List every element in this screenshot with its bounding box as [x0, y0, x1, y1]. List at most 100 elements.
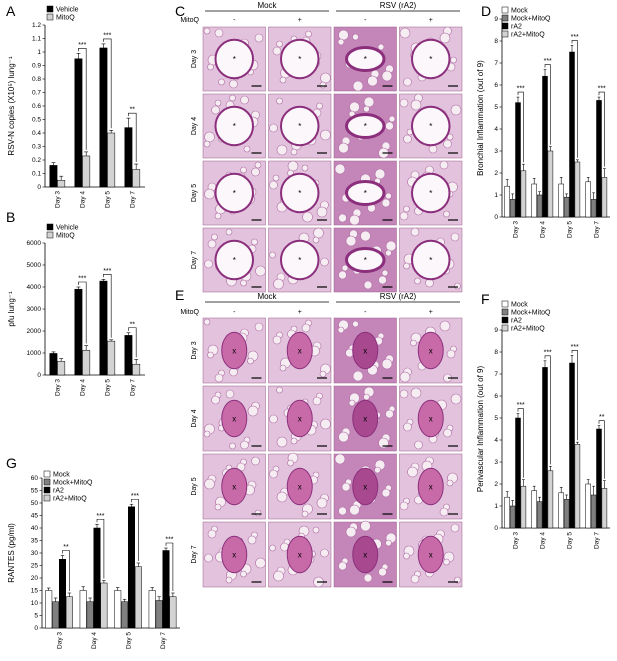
y-tick-label: 0.3	[32, 144, 41, 151]
lumen-marker: x	[429, 551, 433, 560]
alveolus	[254, 161, 262, 169]
alveolus	[352, 370, 364, 382]
alveolus	[240, 166, 247, 174]
bar	[574, 444, 581, 529]
significance-bracket	[544, 355, 551, 465]
x-tick-label: Day 4	[540, 532, 547, 549]
alveolus	[240, 440, 249, 450]
panel-letter: E	[175, 287, 184, 303]
lumen-marker: x	[363, 551, 367, 560]
alveolus	[428, 144, 438, 154]
alveolus	[388, 115, 396, 123]
y-tick-label: 30	[31, 550, 39, 557]
alveolus	[378, 275, 387, 285]
alveolus	[425, 278, 434, 288]
alveolus	[403, 422, 412, 432]
y-tick-label: 1.1	[32, 36, 41, 43]
y-tick-label: 1000	[27, 350, 42, 357]
alveolus	[337, 38, 345, 46]
significance-bracket	[571, 40, 578, 158]
bar	[107, 340, 116, 376]
alveolus	[385, 249, 392, 257]
alveolus	[305, 30, 312, 38]
alveolus	[338, 431, 349, 443]
alveolus	[319, 370, 327, 378]
legend-swatch	[46, 5, 54, 13]
bar	[99, 47, 108, 188]
significance-label: **	[599, 414, 605, 421]
panel-letter: F	[481, 291, 490, 307]
y-tick-label: 60	[31, 475, 39, 482]
alveolus	[269, 544, 276, 552]
alveolus	[316, 206, 328, 218]
alveolus	[450, 523, 460, 533]
micrograph-panel-e: E Mock RSV (rA2) MitoQ - + - + x x x x Day 3 x x x x Day …	[175, 287, 463, 588]
alveolus	[363, 96, 375, 108]
micrograph-image: x	[399, 385, 463, 452]
alveolus	[403, 205, 410, 213]
alveolus	[349, 504, 360, 516]
alveolus	[446, 349, 456, 359]
y-tick-label: 8	[494, 349, 498, 356]
alveolus	[348, 399, 356, 407]
alveolus	[439, 507, 449, 517]
micrograph-image: *	[399, 26, 463, 92]
alveolus	[316, 102, 323, 110]
y-tick-label: 7	[494, 60, 498, 67]
y-tick-label: 35	[31, 538, 39, 545]
alveolus	[247, 357, 254, 365]
y-tick-label: 2000	[27, 328, 42, 335]
vessel	[221, 467, 248, 506]
micrograph-image: *	[202, 93, 266, 159]
alveolus	[273, 570, 284, 582]
vessel	[221, 535, 248, 574]
bar	[536, 194, 543, 218]
legend-swatch	[501, 14, 509, 22]
alveolus	[204, 553, 213, 563]
vessel	[286, 467, 313, 506]
legend-label: rA2	[53, 488, 64, 495]
lumen-marker: *	[298, 122, 301, 131]
alveolus	[320, 548, 329, 558]
alveolus	[255, 265, 266, 277]
y-tick-label: 3	[494, 148, 498, 155]
legend-label: rA2	[511, 24, 522, 31]
alveolus	[443, 139, 452, 149]
alveolus	[360, 520, 371, 532]
y-tick-label: 2	[494, 481, 498, 488]
alveolus	[381, 358, 393, 370]
alveolus	[272, 335, 282, 345]
alveolus	[349, 101, 360, 113]
lumen-marker: x	[429, 347, 433, 356]
micrograph-image: *	[268, 227, 332, 293]
micrograph-image: x	[202, 385, 266, 452]
alveolus	[403, 552, 410, 560]
bar	[569, 362, 575, 529]
alveolus	[251, 456, 260, 466]
x-tick-label: Day 4	[80, 379, 87, 396]
lumen-marker: x	[298, 415, 302, 424]
alveolus	[269, 123, 278, 133]
alveolus	[211, 395, 220, 405]
x-tick-label: Day 5	[567, 532, 574, 549]
alveolus	[229, 79, 238, 89]
row-label: Day 3	[191, 341, 198, 359]
significance-bracket	[598, 420, 605, 479]
panel-letter: B	[6, 209, 15, 225]
bar	[52, 601, 60, 629]
alveolus	[276, 97, 283, 105]
alveolus	[207, 529, 217, 539]
alveolus	[320, 129, 331, 141]
bar	[504, 185, 510, 218]
alveolus	[269, 414, 278, 424]
alveolus	[450, 104, 462, 116]
micrograph-image: *	[202, 227, 266, 293]
bar	[563, 499, 570, 529]
legend-label: Mock	[511, 302, 528, 309]
alveolus	[211, 233, 218, 241]
bronchiole-lumen	[411, 172, 451, 214]
legend-swatch	[46, 13, 54, 21]
chart-panel-b: B 0 1000 2000 3000 4000 5000 6000 pfu lung⁻¹ Day …	[6, 209, 145, 396]
alveolus	[349, 214, 360, 226]
bar	[504, 496, 510, 529]
